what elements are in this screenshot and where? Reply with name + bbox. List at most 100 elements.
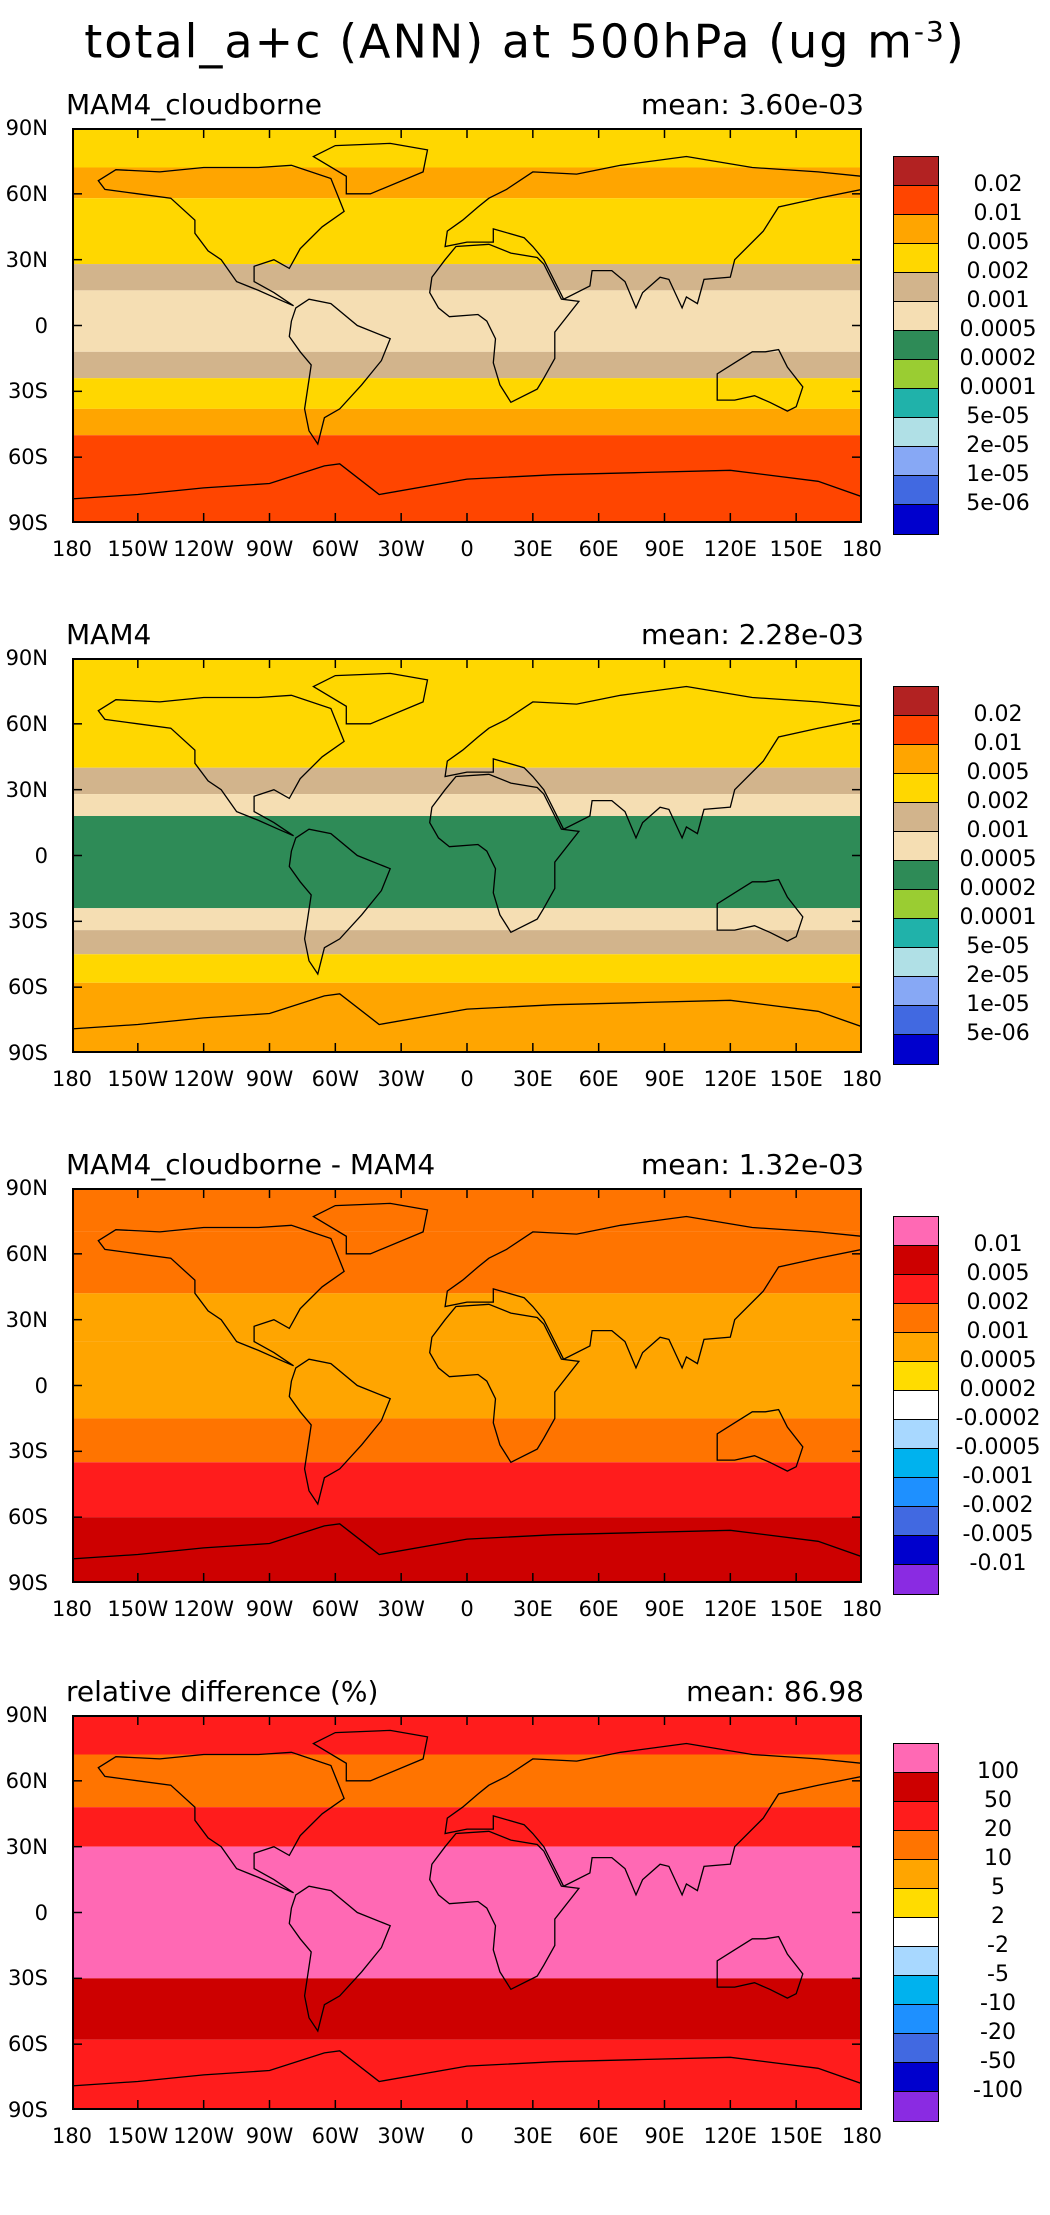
- colorbar: [893, 1216, 939, 1595]
- lon-tick-label: 90W: [245, 2124, 294, 2148]
- coastline-north-america: [97, 1224, 345, 1367]
- colorbar-swatch: [894, 774, 938, 803]
- lon-tick-label: 30W: [377, 1597, 425, 1621]
- colorbar-level-label: 10: [984, 1846, 1012, 1871]
- lat-tick-label: 30S: [7, 909, 48, 934]
- lon-tick-label: 0: [460, 1067, 474, 1091]
- contour-band-6: [72, 1517, 862, 1583]
- coastline-south-america: [288, 1358, 392, 1506]
- colorbar-level-label: -0.0005: [955, 1435, 1041, 1460]
- coastline-greenland: [312, 1729, 429, 1782]
- lat-tick-label: 60N: [5, 181, 48, 206]
- lon-tick-label: 180: [841, 1597, 883, 1621]
- lon-tick-label: 60E: [578, 1067, 619, 1091]
- colorbar-level-label: -2: [987, 1933, 1009, 1958]
- colorbar-swatch: [894, 1918, 938, 1947]
- colorbar-level-label: 1e-05: [966, 992, 1030, 1017]
- colorbar-swatch: [894, 1744, 938, 1773]
- map-panel-4: relative difference (%) mean: 86.98 90N 60N…: [0, 1675, 1050, 2215]
- lat-tick-label: 90N: [5, 116, 48, 140]
- lat-tick-label: 60N: [5, 711, 48, 736]
- colorbar-level-label: -0.005: [962, 1522, 1034, 1547]
- colorbar-swatch: [894, 1478, 938, 1507]
- lat-tick-label: 30S: [7, 1439, 48, 1464]
- contour-band-5: [72, 2039, 862, 2110]
- colorbar-swatch: [894, 1304, 938, 1333]
- map-svg: [72, 128, 862, 523]
- colorbar-swatch: [894, 2034, 938, 2063]
- contour-band-2: [72, 1293, 862, 1342]
- coastline-antarctica: [72, 463, 862, 523]
- coastline-australia: [716, 878, 804, 942]
- lat-tick-label: 0: [34, 843, 48, 868]
- colorbar-swatch: [894, 1507, 938, 1536]
- lon-tick-label: 30W: [377, 2124, 425, 2148]
- map-svg: [72, 1188, 862, 1583]
- colorbar-level-label: 0.0005: [959, 847, 1037, 872]
- lon-tick-label: 180: [51, 537, 93, 561]
- lat-tick-label: 0: [34, 1900, 48, 1925]
- lat-tick-label: 60S: [7, 445, 48, 470]
- lon-tick-label: 150W: [107, 537, 169, 561]
- contour-band-0: [72, 658, 862, 768]
- colorbar-swatch: [894, 919, 938, 948]
- map-panel-3: MAM4_cloudborne - MAM4 mean: 1.32e-03 90N 6…: [0, 1148, 1050, 1688]
- lon-tick-label: 90W: [245, 537, 294, 561]
- contour-band-5: [72, 930, 862, 955]
- contour-band-5: [72, 351, 862, 379]
- lon-tick-label: 30E: [512, 1597, 553, 1621]
- colorbar-swatch: [894, 1362, 938, 1391]
- lon-tick-label: 180: [51, 1597, 93, 1621]
- colorbar-level-label: -20: [980, 2020, 1016, 2045]
- panel-mean: mean: 86.98: [686, 1675, 864, 1708]
- colorbar-swatch: [894, 2005, 938, 2034]
- contour-band-4: [72, 1418, 862, 1463]
- colorbar-swatch: [894, 1391, 938, 1420]
- lon-tick-label: 60W: [311, 1067, 360, 1091]
- lon-tick-label: 60E: [578, 537, 619, 561]
- panel-mean: mean: 2.28e-03: [640, 618, 864, 651]
- colorbar-swatch: [894, 273, 938, 302]
- colorbar-level-label: 5e-05: [966, 404, 1030, 429]
- contour-map: [72, 1188, 862, 1583]
- colorbar: [893, 156, 939, 535]
- colorbar-level-label: 1e-05: [966, 462, 1030, 487]
- colorbar-swatch: [894, 2092, 938, 2121]
- colorbar-level-label: 0.005: [966, 760, 1030, 785]
- coastline-eurasia: [444, 1215, 862, 1370]
- contour-band-5: [72, 1462, 862, 1518]
- colorbar-level-label: 0.005: [966, 230, 1030, 255]
- lon-tick-label: 120E: [703, 1067, 757, 1091]
- colorbar-level-label: 0.01: [973, 731, 1023, 756]
- lat-tick-label: 90S: [7, 1571, 48, 1595]
- colorbar-swatch: [894, 1035, 938, 1064]
- colorbar-swatch: [894, 302, 938, 331]
- title-text: total_a+c (ANN) at 500hPa (ug m: [84, 14, 914, 69]
- lon-tick-label: 180: [841, 537, 883, 561]
- map-panel-1: MAM4_cloudborne mean: 3.60e-03 90N 60N 30N 0 3…: [0, 88, 1050, 628]
- lat-tick-label: 90N: [5, 1703, 48, 1727]
- lon-tick-label: 180: [51, 2124, 93, 2148]
- coastline-antarctica: [72, 1523, 862, 1583]
- lat-tick-label: 60N: [5, 1768, 48, 1793]
- title-superscript: -3: [913, 15, 946, 48]
- lon-tick-label: 60E: [578, 2124, 619, 2148]
- colorbar-swatch: [894, 1420, 938, 1449]
- lon-tick-label: 120E: [703, 537, 757, 561]
- colorbar-level-label: 50: [984, 1788, 1012, 1813]
- lat-tick-label: 30N: [5, 777, 48, 802]
- colorbar-swatch: [894, 977, 938, 1006]
- lon-tick-label: 30E: [512, 537, 553, 561]
- colorbar-level-label: 2: [991, 1904, 1005, 1929]
- lon-tick-label: 90E: [644, 1067, 685, 1091]
- contour-band-1: [72, 1754, 862, 1808]
- lat-tick-label: 90S: [7, 2098, 48, 2122]
- lon-tick-label: 150W: [107, 2124, 169, 2148]
- lat-tick-label: 90N: [5, 646, 48, 670]
- contour-band-3: [72, 816, 862, 909]
- panel-label: MAM4_cloudborne - MAM4: [66, 1148, 436, 1181]
- colorbar-level-label: 5: [991, 1875, 1005, 1900]
- lon-tick-label: 150W: [107, 1067, 169, 1091]
- contour-band-3: [72, 1846, 862, 1979]
- lon-tick-label: 60W: [311, 2124, 360, 2148]
